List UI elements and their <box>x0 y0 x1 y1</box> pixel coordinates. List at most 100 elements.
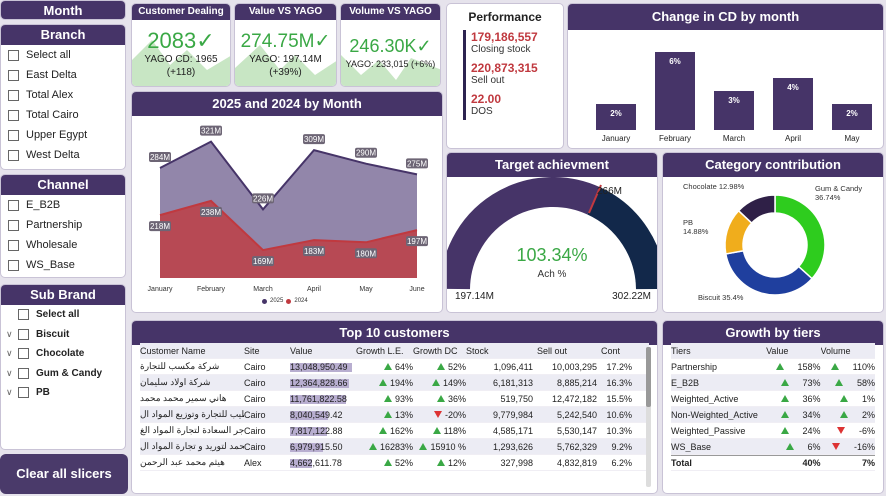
branch-option[interactable]: Total Cairo <box>1 105 125 125</box>
tiers-title: Growth by tiers <box>663 321 883 345</box>
branch-option[interactable]: East Delta <box>1 65 125 85</box>
table-row[interactable]: هاني سمير محمد محمد Cairo 11,761,822.58 93%… <box>140 391 649 407</box>
cell-name: تاجر السعادة لتجارة المواد الغ <box>140 425 244 435</box>
cd-bar[interactable] <box>655 52 695 130</box>
table-row[interactable]: Partnership 158% 110% <box>671 359 875 375</box>
value-bar <box>290 442 324 452</box>
monthly-legend: 2025 2024 <box>262 298 308 304</box>
sub-brand-option[interactable]: ∨ Biscuit <box>1 325 125 345</box>
branch-option-label: East Delta <box>26 69 77 81</box>
down-arrow-icon <box>836 426 845 434</box>
sub-brand-option[interactable]: ∨ Gum & Candy <box>1 364 125 384</box>
checkbox[interactable] <box>8 199 19 211</box>
donut-slice[interactable] <box>724 249 814 296</box>
kpi-background-area <box>132 40 230 86</box>
data-label-bg <box>149 221 171 232</box>
cd-bar[interactable] <box>832 104 872 130</box>
column-header[interactable]: Stock <box>466 345 489 356</box>
data-label: 275M <box>407 159 427 168</box>
channel-option[interactable]: WS_Base <box>1 255 125 275</box>
sub-brand-option[interactable]: ∨ Chocolate <box>1 344 125 364</box>
gauge-fill <box>447 177 600 290</box>
kpi-background-area <box>341 55 440 86</box>
donut-slice[interactable] <box>737 194 776 225</box>
table-row[interactable]: هيثم محمد عبد الرحمن Alex 4,662,611.78 52% 1… <box>140 455 649 471</box>
channel-option[interactable]: E_B2B <box>1 195 125 215</box>
table-row[interactable]: Weighted_Passive 24% -6% <box>671 423 875 439</box>
sub-brand-option[interactable]: ∨ PB <box>1 383 125 403</box>
cell-sell: 12,472,182 <box>551 393 597 404</box>
channel-option[interactable]: Wholesale <box>1 235 125 255</box>
checkbox[interactable] <box>8 109 19 121</box>
table-row[interactable]: شركة مكسب للتجارة Cairo 13,048,950.49 64% 52… <box>140 359 649 375</box>
table-row[interactable]: تاجر السعادة لتجارة المواد الغ Cairo 7,817… <box>140 423 649 439</box>
column-header[interactable]: Sell out <box>537 345 568 356</box>
checkbox[interactable] <box>8 129 19 141</box>
checkbox[interactable] <box>18 328 29 340</box>
table-row[interactable]: شركة اولاد سليمان Cairo 12,364,828.66 194% 1… <box>140 375 649 391</box>
column-header[interactable]: Volume <box>820 345 851 356</box>
checkbox[interactable] <box>8 89 19 101</box>
checkbox[interactable] <box>18 309 29 321</box>
column-header[interactable]: Tiers <box>671 345 691 356</box>
column-header[interactable]: Growth L.E. <box>356 345 404 356</box>
series-2024-area[interactable] <box>160 200 417 278</box>
cd-bar[interactable] <box>714 91 754 130</box>
checkbox[interactable] <box>18 348 29 360</box>
cell-text: 162% <box>389 425 413 436</box>
checkbox[interactable] <box>8 69 19 81</box>
data-label-bg <box>355 147 377 158</box>
cd-bar[interactable] <box>773 78 813 130</box>
checkbox[interactable] <box>18 387 29 399</box>
checkbox[interactable] <box>8 219 19 231</box>
up-arrow-icon <box>839 394 848 402</box>
clear-all-slicers-button[interactable]: Clear all slicers <box>0 454 128 494</box>
cell-text: 149% <box>442 377 466 388</box>
expand-chevron-icon[interactable]: ∨ <box>6 367 13 378</box>
cd-bar-label: 4% <box>787 83 799 92</box>
table-row[interactable]: WS_Base 6% -16% <box>671 439 875 455</box>
checkbox[interactable] <box>18 367 29 379</box>
sub-brand-option[interactable]: Select all <box>1 305 125 325</box>
cd-bar[interactable] <box>596 104 636 130</box>
column-header[interactable]: Value <box>766 345 789 356</box>
dos-label: DOS <box>471 106 493 117</box>
checkbox[interactable] <box>8 49 19 61</box>
branch-option[interactable]: Upper Egypt <box>1 125 125 145</box>
branch-option[interactable]: Total Alex <box>1 85 125 105</box>
cd-bar-label: 2% <box>846 109 858 118</box>
sell-out-label: Sell out <box>471 75 505 86</box>
expand-chevron-icon[interactable]: ∨ <box>6 387 13 398</box>
column-header[interactable]: Value <box>290 345 313 356</box>
checkbox[interactable] <box>8 149 19 161</box>
column-header[interactable]: Cont <box>601 345 621 356</box>
table-row[interactable]: الحمد لتوريد و تجارة المواد ال Cairo 6,979… <box>140 439 649 455</box>
column-header[interactable]: Site <box>244 345 260 356</box>
performance-accent-bar <box>463 30 466 120</box>
donut-slice[interactable] <box>774 194 826 280</box>
table-row[interactable]: Non-Weighted_Active 34% 2% <box>671 407 875 423</box>
top10-scrollbar[interactable] <box>646 347 651 487</box>
branch-option[interactable]: West Delta <box>1 145 125 165</box>
table-row[interactable]: E_B2B 73% 58% <box>671 375 875 391</box>
cd-change-card: Change in CD by month 2% January 6% Februar… <box>567 3 884 149</box>
kpi-value-vs-yago: Value VS YAGO 274.75M✓ YAGO: 197.14M (+3… <box>234 3 337 87</box>
branch-slicer: Branch Select all East Delta Total Alex Tot… <box>0 24 126 170</box>
checkbox[interactable] <box>8 239 19 251</box>
expand-chevron-icon[interactable]: ∨ <box>6 348 13 359</box>
cell-volume: -16% <box>821 442 875 452</box>
branch-option[interactable]: Select all <box>1 45 125 65</box>
column-header[interactable]: Customer Name <box>140 345 206 356</box>
channel-option[interactable]: Partnership <box>1 215 125 235</box>
column-header[interactable]: Growth DC <box>413 345 458 356</box>
up-arrow-icon <box>785 442 794 450</box>
sub-brand-option-label: Biscuit <box>36 328 70 340</box>
month-slicer-title: Month <box>1 1 125 19</box>
table-row[interactable]: الطيب للتجارة وتوزيع المواد ال Cairo 8,040… <box>140 407 649 423</box>
branch-option-label: Total Alex <box>26 89 74 101</box>
month-slicer[interactable]: Month <box>0 0 126 20</box>
checkbox[interactable] <box>8 259 19 271</box>
cell-text: 15910 % <box>430 441 466 452</box>
table-row[interactable]: Weighted_Active 36% 1% <box>671 391 875 407</box>
expand-chevron-icon[interactable]: ∨ <box>6 328 13 339</box>
